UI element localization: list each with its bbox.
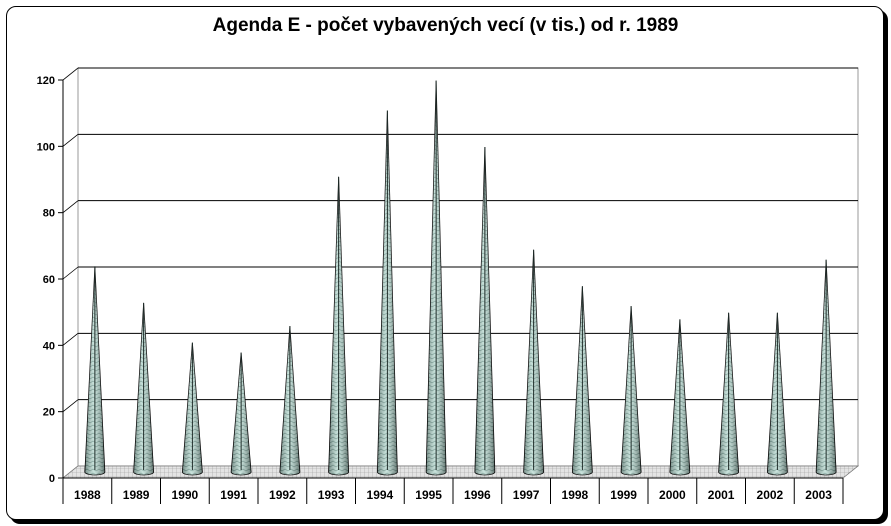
bar xyxy=(669,319,691,476)
gridline-side xyxy=(62,333,79,346)
x-tick-label: 1999 xyxy=(610,488,637,502)
x-tick-label: 2002 xyxy=(757,488,784,502)
bar xyxy=(181,342,203,476)
gridline-side xyxy=(62,134,79,147)
x-tick-label: 1991 xyxy=(220,488,247,502)
bar xyxy=(718,312,740,476)
x-tick-label: 1988 xyxy=(74,488,101,502)
bars-layer xyxy=(84,80,837,476)
x-tick-label: 2001 xyxy=(708,488,735,502)
bar xyxy=(279,326,301,476)
bar xyxy=(571,286,593,476)
x-tick-label: 1996 xyxy=(464,488,491,502)
gridline-side xyxy=(62,67,79,81)
y-tick-label: 20 xyxy=(43,407,55,419)
x-tick-label: 1992 xyxy=(269,488,296,502)
gridline-side xyxy=(62,266,79,280)
axes-layer xyxy=(58,66,860,504)
bar xyxy=(376,110,398,476)
y-tick-label: 60 xyxy=(43,274,55,286)
x-tick-label: 1990 xyxy=(172,488,199,502)
bar xyxy=(230,352,252,476)
bar xyxy=(474,146,496,476)
gridline-side xyxy=(62,399,79,412)
x-tick-label: 1989 xyxy=(123,488,150,502)
x-tick-label: 2003 xyxy=(805,488,832,502)
x-tick-label: 2000 xyxy=(659,488,686,502)
x-tick-label: 1995 xyxy=(415,488,442,502)
labels-layer: 0 20 40 60 80 100 120 1988 1989 1990 1991 1992 1993 1… xyxy=(37,75,833,502)
y-tick-label: 80 xyxy=(43,208,55,220)
y-tick-label: 0 xyxy=(49,473,55,485)
x-tick-label: 1997 xyxy=(513,488,540,502)
bar xyxy=(523,249,545,476)
bar xyxy=(328,176,350,476)
bar xyxy=(133,302,155,476)
bar xyxy=(620,306,642,476)
y-tick-label: 40 xyxy=(43,340,55,352)
bar xyxy=(425,80,447,476)
bar xyxy=(766,312,788,476)
y-tick-label: 100 xyxy=(37,141,55,153)
x-tick-label: 1994 xyxy=(367,488,394,502)
bar xyxy=(84,266,106,476)
x-tick-label: 1998 xyxy=(562,488,589,502)
bar xyxy=(815,259,837,476)
chart-title: Agenda E - počet vybavených vecí (v tis.… xyxy=(212,15,679,36)
y-tick-label: 120 xyxy=(37,75,55,87)
x-tick-label: 1993 xyxy=(318,488,345,502)
gridline-side xyxy=(62,200,79,213)
